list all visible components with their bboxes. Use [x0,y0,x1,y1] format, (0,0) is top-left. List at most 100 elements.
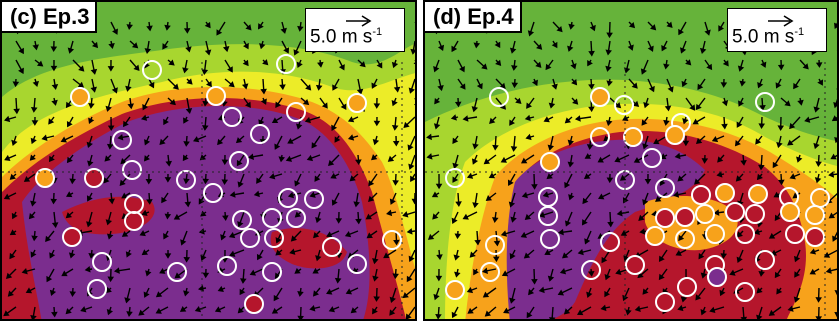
wind-arrow-head [804,116,811,123]
wind-arrow-head [205,80,212,88]
wind-arrow-head [117,134,124,141]
wind-arrow-head [500,230,508,237]
wind-arrow-head [756,314,763,319]
wind-arrow-head [30,251,37,258]
wind-arrow-head [719,289,726,297]
wind-arrow-head [535,61,542,68]
wind-arrow-head [144,48,152,55]
wind-arrow-head [5,272,13,279]
wind-arrow-head [106,308,114,316]
wind-arrow-head [494,41,501,48]
wind-arrow-head [556,25,563,33]
wind-arrow-head [653,138,660,145]
wind-arrow-head [271,117,279,124]
wind-arrow-head [485,194,493,201]
wind-arrow-head [622,115,629,121]
wind-arrow-head [647,45,654,52]
wind-arrow-head [644,178,652,185]
wind-arrow-head [144,139,151,146]
wind-arrow-head [489,117,496,124]
station-circle [112,130,132,150]
wind-arrow-head [107,66,115,72]
wind-arrow-head [789,173,796,180]
wind-arrow-head [31,120,39,126]
wind-arrow-head [682,140,690,147]
wind-arrow-head [112,28,118,35]
wind-arrow-head [202,100,209,107]
wind-arrow-head [508,201,516,208]
wind-arrow-head [546,173,553,180]
wind-arrow-head [69,178,76,185]
wind-arrow-head [296,61,303,68]
wind-arrow-head [823,251,831,258]
wind-arrow-head [545,63,552,71]
wind-arrow-head [813,106,820,113]
wind-arrow-head [455,201,462,207]
wind-arrow-head [406,275,413,283]
wind-arrow-shaft [414,98,415,100]
wind-arrow-head [473,268,479,276]
wind-arrow-head [228,81,235,88]
wind-arrow-head [371,154,378,161]
wind-arrow-head [408,87,415,94]
wind-arrow-head [563,308,571,315]
wind-arrow-head [50,198,58,205]
wind-arrow-head [758,164,765,171]
station-circle [206,86,226,106]
wind-arrow-head [643,102,650,109]
wind-arrow-head [227,66,233,73]
station-circle [810,188,830,208]
wind-arrow-head [642,199,649,206]
wind-arrow-head [228,231,236,239]
wind-arrow-head [701,158,709,164]
wind-arrow-head [509,253,516,260]
wind-arrow-head [758,270,765,277]
wind-arrow-head [738,100,744,107]
wind-arrow-head [587,60,593,67]
wind-arrow-head [605,120,613,127]
station-circle [540,229,560,249]
wind-arrow-head [12,81,20,88]
wind-arrow-head [796,156,803,163]
wind-arrow-head [711,135,719,143]
wind-arrow-head [353,201,360,208]
wind-arrow-head [104,155,111,162]
wind-arrow-head [548,102,556,109]
wind-arrow-head [509,47,517,54]
wind-arrow-head [606,32,613,39]
wind-arrow-head [717,156,724,163]
wind-arrow-head [105,219,113,226]
station-circle [262,262,282,282]
wind-arrow-head [172,83,179,90]
station-circle [35,168,55,188]
station-circle [623,127,643,147]
wind-arrow-head [312,290,320,297]
wind-arrow-head [111,87,118,94]
wind-arrow-head [736,256,743,263]
station-circle [278,188,298,208]
wind-arrow-head [793,82,799,90]
wind-arrow-head [681,80,688,88]
wind-arrow-head [21,267,28,275]
station-circle [755,92,775,112]
reference-value-c: 5.0 [310,26,337,47]
reference-arrow-icon [346,15,372,27]
wind-arrow-head [78,65,85,72]
wind-arrow-head [30,107,38,113]
wind-arrow-head [108,198,115,205]
wind-arrow-head [331,199,338,206]
wind-arrow-head [627,44,634,51]
wind-arrow-head [472,143,479,150]
wind-arrow-head [588,83,595,90]
wind-arrow-head [51,83,59,90]
wind-arrow-head [269,173,276,180]
wind-arrow-head [433,123,441,130]
wind-arrow-head [700,272,708,279]
wind-arrow-head [161,196,168,204]
wind-arrow-head [410,175,415,183]
wind-arrow-head [802,63,809,70]
wind-arrow-head [29,154,36,161]
wind-arrow-head [182,154,189,162]
wind-arrow-head [145,178,153,185]
wind-arrow-head [659,179,666,186]
